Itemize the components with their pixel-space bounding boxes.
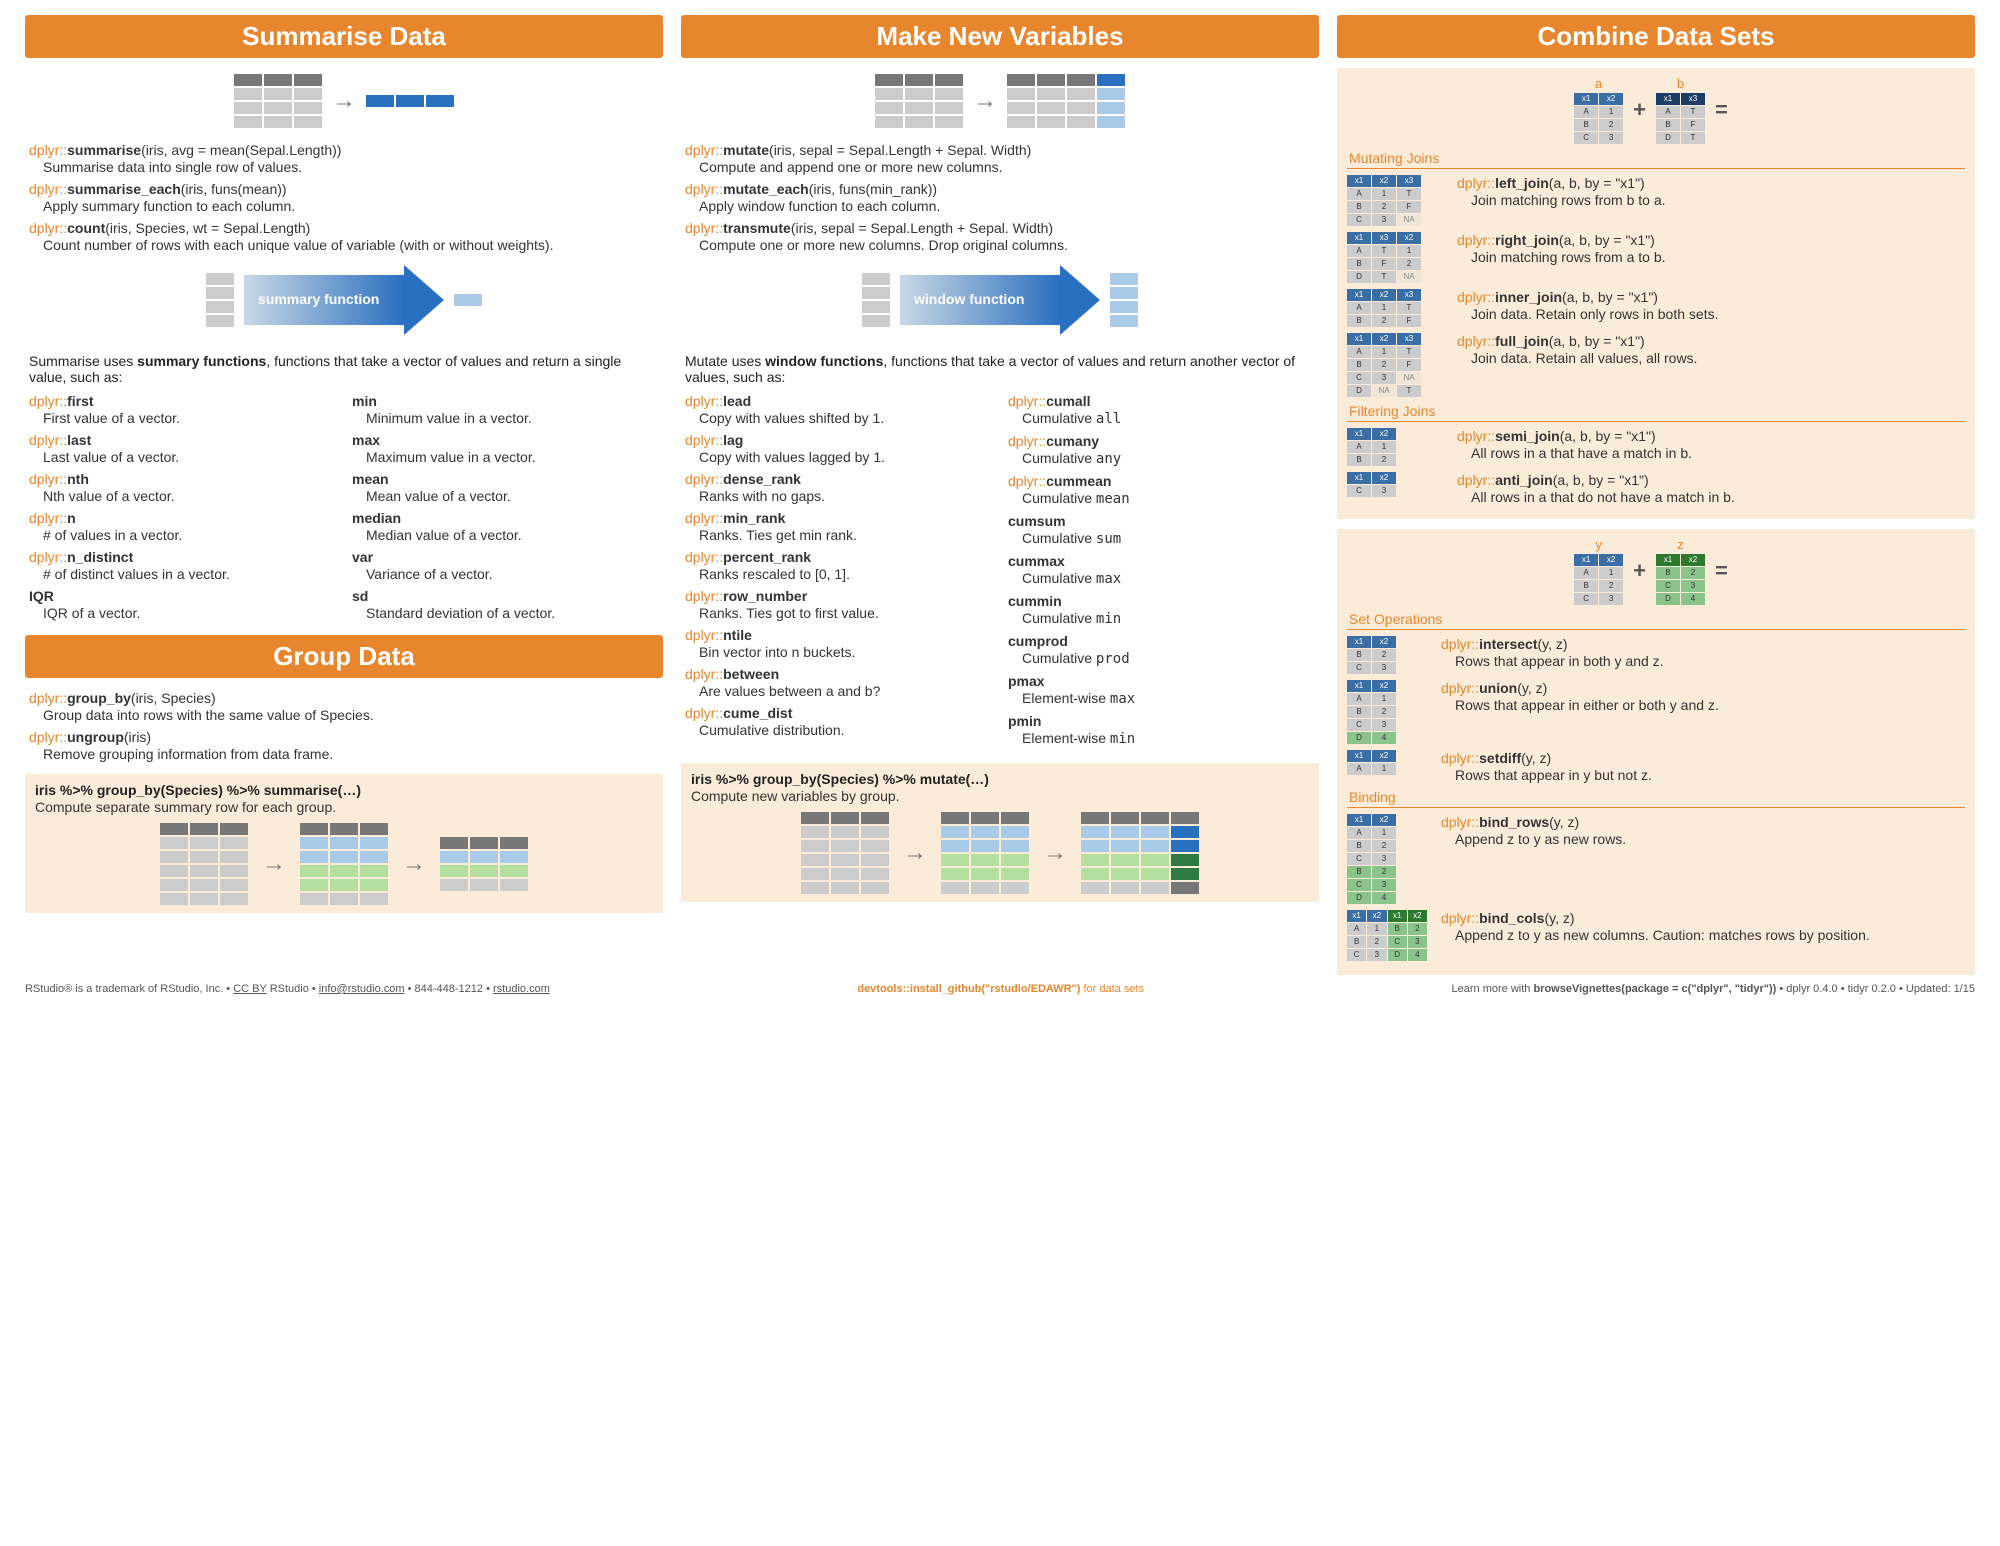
mutate-pipe-panel: iris %>% group_by(Species) %>% mutate(…)…: [681, 763, 1319, 902]
function-entry: cumprod Cumulative prod: [1004, 633, 1319, 667]
summary-fns-grid: dplyr::first First value of a vector. dp…: [25, 391, 663, 627]
equals-icon: =: [1705, 97, 1738, 123]
function-entry: dplyr::n_distinct # of distinct values i…: [25, 549, 340, 582]
group-diagram: → →: [35, 823, 653, 905]
setop-entry: x1x2B2C3 dplyr::intersect(y, z) Rows tha…: [1347, 636, 1965, 674]
header-makenew: Make New Variables: [681, 15, 1319, 58]
summary-fn-arrow: summary function: [25, 265, 663, 335]
function-entry: dplyr::group_by(iris, Species) Group dat…: [25, 690, 663, 723]
footer-right: Learn more with browseVignettes(package …: [1452, 983, 1975, 995]
header-group: Group Data: [25, 635, 663, 678]
join-entry: x1x2x3A1TB2F dplyr::inner_join(a, b, by …: [1347, 289, 1965, 327]
bind-entry: x1x2A1B2C3B2C3D4 dplyr::bind_rows(y, z) …: [1347, 814, 1965, 904]
mutate-functions: dplyr::mutate(iris, sepal = Sepal.Length…: [681, 140, 1319, 259]
function-entry: pmax Element-wise max: [1004, 673, 1319, 707]
function-entry: IQR IQR of a vector.: [25, 588, 340, 621]
function-entry: dplyr::dense_rank Ranks with no gaps.: [681, 471, 996, 504]
join-entry: x1x2x3A1TB2FC3NA dplyr::left_join(a, b, …: [1347, 175, 1965, 226]
pipe-code: iris %>% group_by(Species) %>% mutate(…): [691, 771, 1309, 787]
function-entry: cumsum Cumulative sum: [1004, 513, 1319, 547]
function-entry: dplyr::summarise_each(iris, funs(mean)) …: [25, 181, 663, 214]
window-fns-grid: dplyr::lead Copy with values shifted by …: [681, 391, 1319, 753]
arrow-icon: →: [332, 87, 356, 115]
function-entry: cummax Cumulative max: [1004, 553, 1319, 587]
combine-yz-panel: y x1x2A1B2C3 + z x1x2B2C3D4 = Set Operat…: [1337, 529, 1975, 975]
function-entry: dplyr::lag Copy with values lagged by 1.: [681, 432, 996, 465]
setop-entry: x1x2A1B2C3D4 dplyr::union(y, z) Rows tha…: [1347, 680, 1965, 744]
function-entry: dplyr::last Last value of a vector.: [25, 432, 340, 465]
mutate-diagram: →: [681, 74, 1319, 128]
function-entry: dplyr::transmute(iris, sepal = Sepal.Len…: [681, 220, 1319, 253]
mutate-body: Mutate uses window functions, functions …: [685, 353, 1315, 385]
function-entry: mean Mean value of a vector.: [348, 471, 663, 504]
function-entry: dplyr::summarise(iris, avg = mean(Sepal.…: [25, 142, 663, 175]
function-entry: min Minimum value in a vector.: [348, 393, 663, 426]
header-summarise: Summarise Data: [25, 15, 663, 58]
pipe-code: iris %>% group_by(Species) %>% summarise…: [35, 782, 653, 798]
arrow-icon: →: [973, 87, 997, 115]
join-entry: x1x2A1B2 dplyr::semi_join(a, b, by = "x1…: [1347, 428, 1965, 466]
join-entry: x1x2C3 dplyr::anti_join(a, b, by = "x1")…: [1347, 472, 1965, 505]
window-fn-arrow: window function: [681, 265, 1319, 335]
col-middle: Make New Variables → dplyr::mutate(iris,…: [681, 15, 1319, 975]
function-entry: pmin Element-wise min: [1004, 713, 1319, 747]
footer-left: RStudio® is a trademark of RStudio, Inc.…: [25, 983, 550, 995]
function-entry: dplyr::cume_dist Cumulative distribution…: [681, 705, 996, 738]
function-entry: dplyr::count(iris, Species, wt = Sepal.L…: [25, 220, 663, 253]
join-entry: x1x3x2AT1BF2DTNA dplyr::right_join(a, b,…: [1347, 232, 1965, 283]
summarise-functions: dplyr::summarise(iris, avg = mean(Sepal.…: [25, 140, 663, 259]
function-entry: dplyr::percent_rank Ranks rescaled to [0…: [681, 549, 996, 582]
col-right: Combine Data Sets a x1x2A1B2C3 + b x1x3A…: [1337, 15, 1975, 975]
function-entry: dplyr::row_number Ranks. Ties got to fir…: [681, 588, 996, 621]
function-entry: dplyr::first First value of a vector.: [25, 393, 340, 426]
join-entry: x1x2x3A1TB2FC3NADNAT dplyr::full_join(a,…: [1347, 333, 1965, 397]
bind-entry: x1x2x1x2 A1B2 B2C3 C3D4 dplyr::bind_cols…: [1347, 910, 1965, 961]
function-entry: dplyr::mutate(iris, sepal = Sepal.Length…: [681, 142, 1319, 175]
main-grid: Summarise Data → dplyr::summarise(iris, …: [25, 15, 1975, 975]
pipe-desc: Compute new variables by group.: [691, 788, 1309, 804]
function-entry: dplyr::between Are values between a and …: [681, 666, 996, 699]
summarise-diagram: →: [25, 74, 663, 128]
group-functions: dplyr::group_by(iris, Species) Group dat…: [25, 688, 663, 768]
function-entry: dplyr::cumall Cumulative all: [1004, 393, 1319, 427]
function-entry: dplyr::cummean Cumulative mean: [1004, 473, 1319, 507]
pipe-desc: Compute separate summary row for each gr…: [35, 799, 653, 815]
footer: RStudio® is a trademark of RStudio, Inc.…: [25, 983, 1975, 995]
summarise-body: Summarise uses summary functions, functi…: [29, 353, 659, 385]
footer-mid: devtools::install_github("rstudio/EDAWR"…: [857, 983, 1144, 995]
col-left: Summarise Data → dplyr::summarise(iris, …: [25, 15, 663, 975]
function-entry: max Maximum value in a vector.: [348, 432, 663, 465]
group-pipe-panel: iris %>% group_by(Species) %>% summarise…: [25, 774, 663, 913]
function-entry: var Variance of a vector.: [348, 549, 663, 582]
header-combine: Combine Data Sets: [1337, 15, 1975, 58]
function-entry: dplyr::ntile Bin vector into n buckets.: [681, 627, 996, 660]
function-entry: dplyr::cumany Cumulative any: [1004, 433, 1319, 467]
function-entry: dplyr::min_rank Ranks. Ties get min rank…: [681, 510, 996, 543]
function-entry: dplyr::nth Nth value of a vector.: [25, 471, 340, 504]
function-entry: dplyr::n # of values in a vector.: [25, 510, 340, 543]
function-entry: median Median value of a vector.: [348, 510, 663, 543]
function-entry: sd Standard deviation of a vector.: [348, 588, 663, 621]
function-entry: cummin Cumulative min: [1004, 593, 1319, 627]
function-entry: dplyr::ungroup(iris) Remove grouping inf…: [25, 729, 663, 762]
plus-icon: +: [1623, 97, 1656, 123]
setop-entry: x1x2A1 dplyr::setdiff(y, z) Rows that ap…: [1347, 750, 1965, 783]
mutate-group-diagram: → →: [691, 812, 1309, 894]
function-entry: dplyr::lead Copy with values shifted by …: [681, 393, 996, 426]
combine-ab-panel: a x1x2A1B2C3 + b x1x3ATBFDT = Mutating J…: [1337, 68, 1975, 519]
function-entry: dplyr::mutate_each(iris, funs(min_rank))…: [681, 181, 1319, 214]
